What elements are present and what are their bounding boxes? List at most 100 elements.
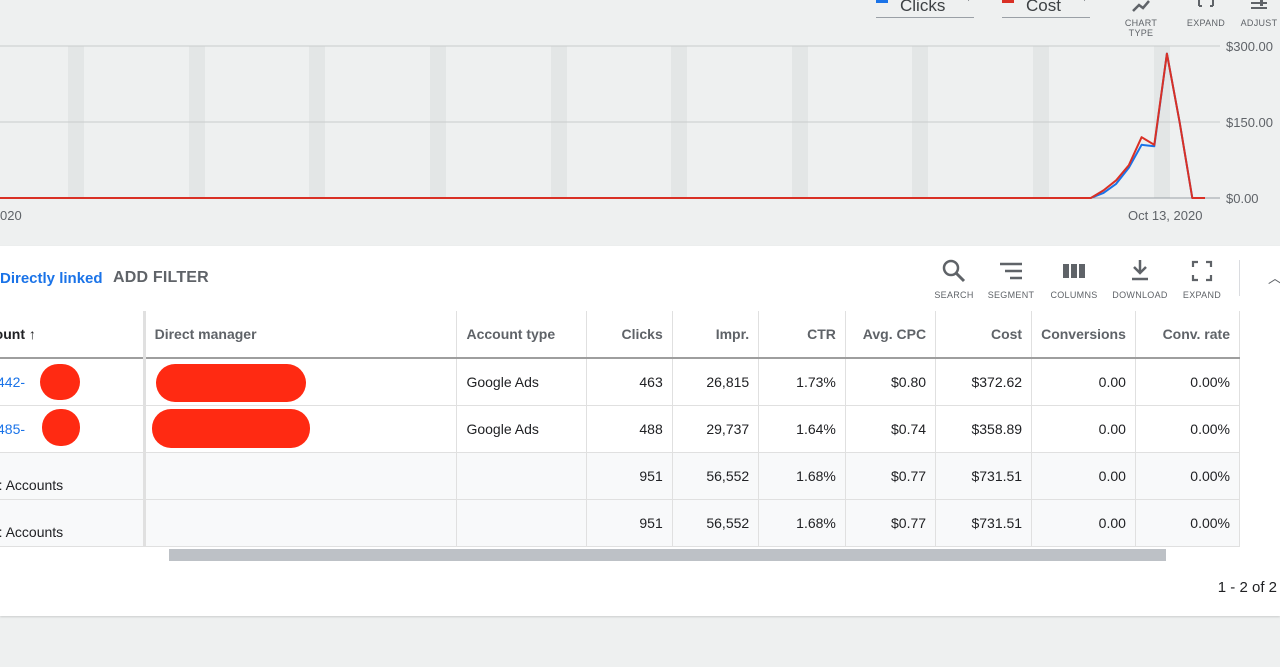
search-icon [942,259,966,283]
secondary-metric-label: Cost [1026,0,1061,15]
column-header-clicks[interactable]: Clicks [586,311,673,359]
column-header-impr[interactable]: Impr. [672,311,760,359]
conversions-cell: 0.00 [1031,452,1136,500]
clicks-cell: 488 [586,405,673,453]
primary-metric-label: Clicks [900,0,946,15]
primary-metric-swatch [876,0,888,3]
conversions-cell: 0.00 [1031,405,1136,453]
cost-cell: $731.51 [935,499,1033,547]
impr-cell: 56,552 [672,452,760,500]
redaction-mark [152,409,310,448]
accounts-table-card: Directly linked ADD FILTER SEARCH SEGMEN… [0,246,1280,616]
chart-expand-label: EXPAND [1186,18,1226,28]
conv-rate-cell: 0.00% [1135,358,1241,406]
columns-label: COLUMNS [1050,290,1098,300]
table-expand-button[interactable]: EXPAND [1167,258,1237,300]
accounts-table: Account ↑ Direct manager Account type Cl… [0,311,1241,547]
search-label: SEARCH [934,290,974,300]
redaction-mark [156,364,306,402]
fullscreen-icon [1191,260,1213,282]
segment-button[interactable]: SEGMENT [976,258,1046,300]
conv-rate-cell: 0.00% [1135,405,1241,453]
avg-cpc-cell: $0.80 [845,358,937,406]
column-header-conversions[interactable]: Conversions [1031,311,1136,359]
empty-cell [456,452,587,500]
column-header-avg-cpc[interactable]: Avg. CPC [845,311,937,359]
sort-ascending-icon: ↑ [28,326,36,342]
avg-cpc-cell: $0.77 [845,452,937,500]
impr-cell: 26,815 [672,358,760,406]
impr-cell: 29,737 [672,405,760,453]
chevron-down-icon: ▼ [1079,0,1090,4]
total-row: Total: Accounts 951 56,552 1.68% $0.77 $… [0,499,1241,547]
primary-metric-select[interactable]: Clicks ▼ [876,0,974,18]
chart-adjust-label: ADJUST [1240,18,1278,28]
ctr-cell: 1.68% [758,499,846,547]
horizontal-scrollbar[interactable] [169,549,1166,561]
cost-cell: $372.62 [935,358,1033,406]
account-type-cell: Google Ads [456,358,587,406]
chart-lines [0,52,1205,199]
y-tick-label: $150.00 [1226,115,1273,130]
chart-type-button[interactable]: CHART TYPE [1112,0,1170,38]
x-tick-label: Oct 13, 2020 [1128,208,1202,223]
account-type-cell: Google Ads [456,405,587,453]
pagination-summary: 1 - 2 of 2 [1217,579,1277,596]
column-header-cost[interactable]: Cost [935,311,1033,359]
toolbar-divider [1239,260,1240,296]
column-label: Account [0,326,25,342]
avg-cpc-cell: $0.74 [845,405,937,453]
total-row: Total: Accounts 951 56,552 1.68% $0.77 $… [0,452,1241,500]
performance-chart: $300.00 $150.00 $0.00 020 Oct 13, 2020 [0,39,1273,223]
redaction-mark [42,409,80,446]
account-link[interactable]: 222-442- [0,373,26,390]
x-tick-label: 020 [0,208,22,223]
download-button[interactable]: DOWNLOAD [1105,258,1175,300]
total-label-cell: Total: Accounts [0,499,146,547]
column-header-account-type[interactable]: Account type [456,311,587,359]
columns-icon [1063,264,1085,278]
secondary-metric-select[interactable]: Cost ▼ [1002,0,1090,18]
chevron-up-icon[interactable]: ︿ [1268,268,1280,288]
clicks-cell: 463 [586,358,673,406]
y-tick-label: $300.00 [1226,39,1273,54]
download-icon [1132,260,1148,281]
account-link[interactable]: 919-485- [0,420,26,437]
y-tick-label: $0.00 [1226,191,1259,206]
conv-rate-cell: 0.00% [1135,452,1241,500]
search-button[interactable]: SEARCH [919,258,989,300]
conv-rate-cell: 0.00% [1135,499,1241,547]
secondary-metric-swatch [1002,0,1014,3]
columns-button[interactable]: COLUMNS [1039,258,1109,300]
ctr-cell: 1.73% [758,358,846,406]
chart-type-label: CHART TYPE [1124,18,1158,38]
download-label: DOWNLOAD [1112,290,1168,300]
segment-label: SEGMENT [987,290,1035,300]
chart-expand-button[interactable]: EXPAND [1186,0,1226,34]
tune-icon [1238,0,1280,14]
chevron-down-icon: ▼ [963,0,974,4]
table-expand-label: EXPAND [1182,290,1222,300]
table-header-row: Account ↑ Direct manager Account type Cl… [0,311,1241,359]
redaction-mark [40,364,80,400]
column-header-direct-manager[interactable]: Direct manager [144,311,458,359]
conversions-cell: 0.00 [1031,358,1136,406]
empty-cell [144,499,458,547]
clicks-cell: 951 [586,452,673,500]
add-filter-button[interactable]: ADD FILTER [113,269,209,286]
avg-cpc-cell: $0.77 [845,499,937,547]
conversions-cell: 0.00 [1031,499,1136,547]
series-line-clicks [0,52,1205,199]
fullscreen-icon [1186,0,1226,14]
column-header-account[interactable]: Account ↑ [0,311,146,359]
chart-adjust-button[interactable]: ADJUST [1238,0,1280,34]
impr-cell: 56,552 [672,499,760,547]
cost-cell: $358.89 [935,405,1033,453]
column-header-ctr[interactable]: CTR [758,311,846,359]
filter-chip-directly-linked[interactable]: Directly linked [0,270,103,287]
segment-icon [1000,262,1022,280]
ctr-cell: 1.64% [758,405,846,453]
empty-cell [144,452,458,500]
column-header-conv-rate[interactable]: Conv. rate [1135,311,1241,359]
series-line-cost [0,52,1205,199]
